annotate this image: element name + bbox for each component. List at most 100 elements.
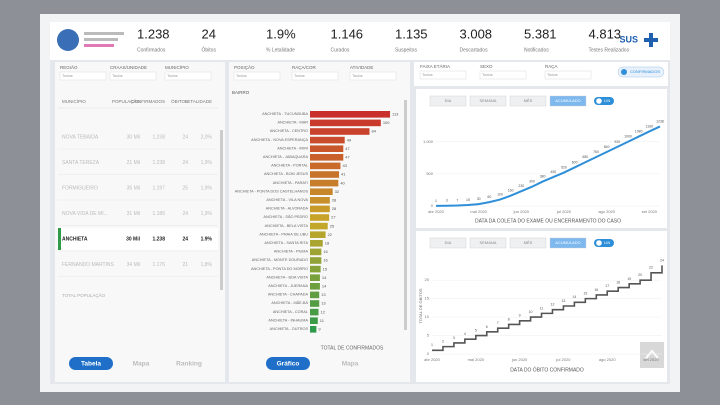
y-tick-label: 500 <box>426 171 433 176</box>
bar-label: ANCHIETA - CHAPADA <box>268 293 309 297</box>
mode-button[interactable] <box>469 237 507 249</box>
y-tick-label: 10 <box>425 314 430 319</box>
filter-box[interactable] <box>419 70 467 80</box>
filter-box[interactable] <box>109 71 157 81</box>
mode-button[interactable] <box>429 95 467 107</box>
x-tick-label: ago 2020 <box>598 209 615 214</box>
bar-label: ANCHIETA - VILA NOVA <box>266 198 308 202</box>
filter-value: Todos <box>352 73 363 78</box>
kpi-label: Curados <box>331 47 350 53</box>
bar[interactable] <box>310 111 391 118</box>
point-label: 1160 <box>646 124 654 128</box>
filter-box[interactable] <box>479 70 527 80</box>
bar[interactable] <box>310 128 370 135</box>
point-label: 160 <box>508 189 514 193</box>
bar[interactable] <box>310 119 381 127</box>
toggle-knob <box>621 69 627 75</box>
table-cell: 30 Mil <box>126 236 141 242</box>
bar[interactable] <box>310 222 328 230</box>
bar[interactable] <box>310 326 317 333</box>
bar[interactable] <box>310 257 322 264</box>
bar[interactable] <box>310 274 320 281</box>
mode-button[interactable] <box>549 237 587 249</box>
bar-label: ANCHIETA - BOM JESUS <box>264 172 308 176</box>
bar[interactable] <box>310 162 341 170</box>
table-cell: 21 Mil <box>127 160 140 166</box>
bar[interactable] <box>310 214 330 221</box>
bar-value: 11 <box>320 318 325 323</box>
filter-label: POSIÇÃO <box>234 64 255 70</box>
scrollbar <box>404 100 407 330</box>
mode-button[interactable] <box>429 237 467 249</box>
mode-button[interactable] <box>549 95 587 107</box>
column-header: POPULAÇÃO <box>112 98 141 104</box>
table-cell: 1.238 <box>152 160 165 166</box>
filter-box[interactable] <box>291 71 339 81</box>
kpi-label: Óbitos <box>202 46 217 53</box>
bar[interactable] <box>310 308 319 316</box>
kpi-value: 3.008 <box>460 26 493 41</box>
x-tick-label: abr 2020 <box>428 209 445 214</box>
bar[interactable] <box>310 317 318 324</box>
bar[interactable] <box>310 300 320 307</box>
filter-box[interactable] <box>349 71 397 81</box>
table-cell: FERNANDO MARTINS <box>62 262 115 268</box>
kpi-value: 1.146 <box>331 26 364 41</box>
button[interactable] <box>266 357 310 370</box>
point-label: 100 <box>497 192 503 196</box>
mode-button[interactable] <box>469 95 507 107</box>
toggle-label: CONFIRMADOS <box>630 69 660 74</box>
point-label: 19 <box>627 277 631 281</box>
point-label: 7 <box>456 198 458 202</box>
bar-label: ANCHIETA - ALVORADA <box>266 207 309 211</box>
logo-text <box>84 38 118 41</box>
bar[interactable] <box>310 154 344 161</box>
bar[interactable] <box>310 248 322 256</box>
toggle[interactable] <box>617 66 665 78</box>
mode-label: MÊS <box>524 98 533 103</box>
bar[interactable] <box>310 231 326 238</box>
button[interactable] <box>69 357 113 370</box>
bar-value: 9 <box>318 326 321 331</box>
point-label: 760 <box>593 150 599 154</box>
filter-box[interactable] <box>544 70 592 80</box>
filter-box[interactable] <box>59 71 107 81</box>
filter-label: RAÇA <box>545 64 558 69</box>
bar[interactable] <box>310 145 344 152</box>
kpi-value: 5.381 <box>524 26 557 41</box>
mode-label: SEMANA <box>480 98 497 103</box>
mode-button[interactable] <box>509 237 547 249</box>
bar[interactable] <box>310 283 320 290</box>
bar[interactable] <box>310 179 339 187</box>
bar[interactable] <box>310 291 320 299</box>
filter-label: CRAAS/UNIDADE <box>110 65 147 70</box>
bar[interactable] <box>310 171 340 178</box>
filter-box[interactable] <box>164 71 212 81</box>
chart-title: BAIRRO <box>232 90 250 95</box>
point-label: 520 <box>561 165 567 169</box>
bar[interactable] <box>310 188 333 195</box>
x-tick-label: jul 2020 <box>556 209 572 214</box>
filter-value: Todos <box>112 73 123 78</box>
switch-knob <box>596 98 602 104</box>
selected-row[interactable] <box>58 228 218 250</box>
table-cell: 2,0% <box>201 134 213 140</box>
bar[interactable] <box>310 136 345 144</box>
point-label: 6 <box>486 325 488 329</box>
table-cell: SANTA TEREZA <box>62 160 100 166</box>
table-cell: NOVA TEBAIDA <box>62 134 99 140</box>
bar-label: ANCHIETA - MÃE-BÁ <box>271 300 308 305</box>
table-cell: NOVA VIDA DE MI... <box>62 211 108 217</box>
bar[interactable] <box>310 265 321 273</box>
bar[interactable] <box>310 205 330 213</box>
bar[interactable] <box>310 197 330 204</box>
bar-label: ANCHIETA - BELA VISTA <box>265 224 309 228</box>
scroll-top-button[interactable] <box>640 342 664 368</box>
bar-label: ANCHIETA - PIUMA <box>274 250 309 254</box>
header <box>50 22 670 60</box>
filter-box[interactable] <box>233 71 281 81</box>
mode-button[interactable] <box>509 95 547 107</box>
logo <box>57 29 79 51</box>
bar[interactable] <box>310 240 323 247</box>
